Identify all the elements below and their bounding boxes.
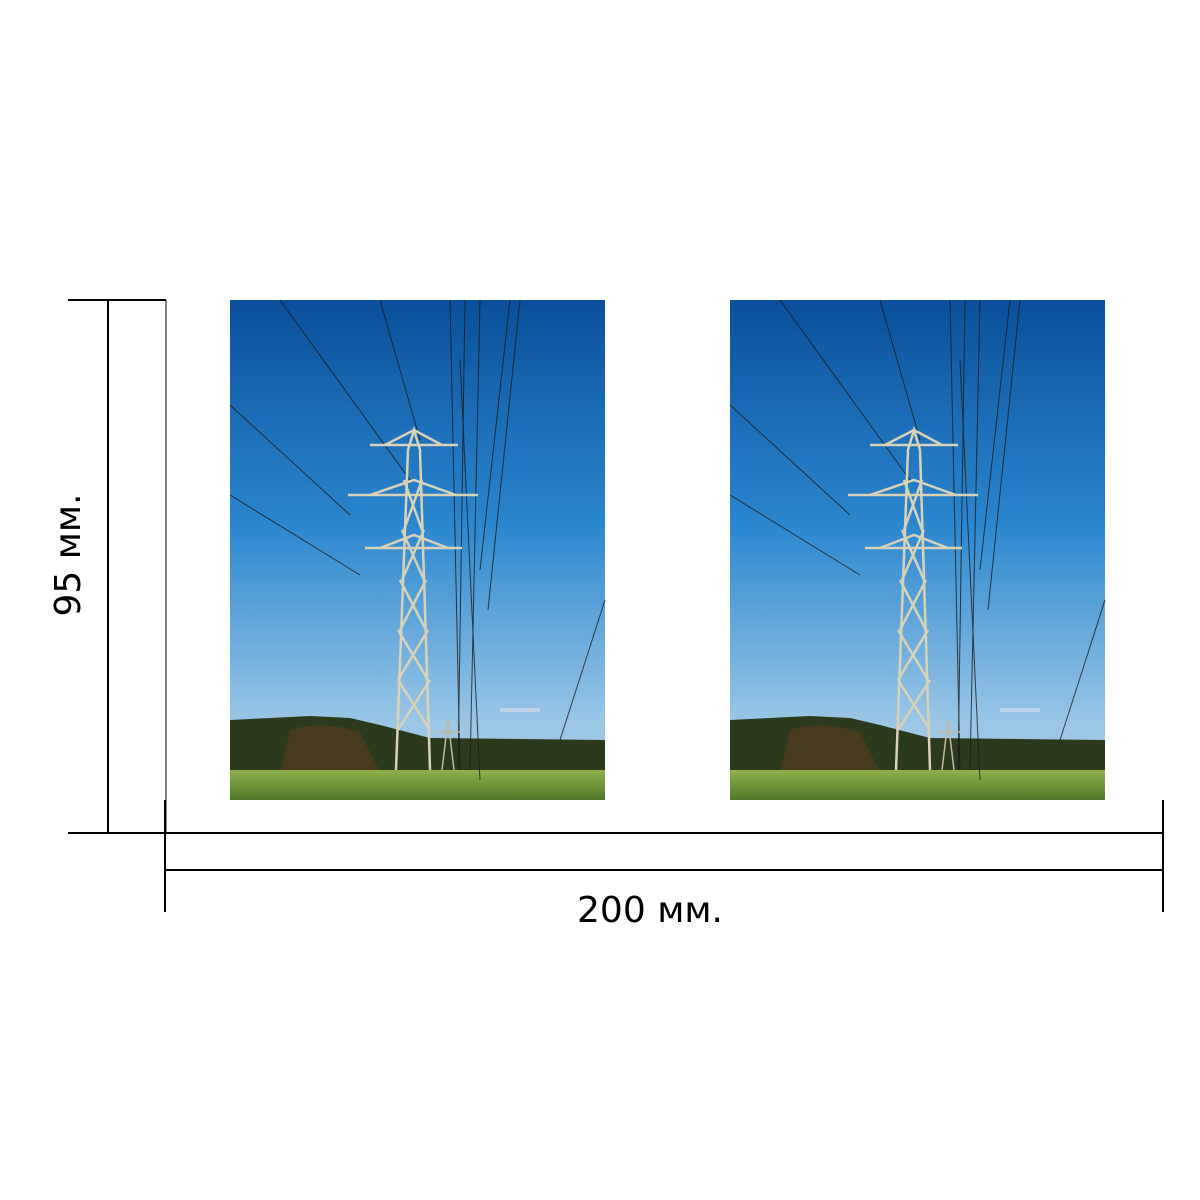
width-dimension [164,800,1164,912]
photo-left [228,298,607,802]
photo-right [728,298,1107,802]
height-dimension [68,299,167,834]
width-label: 200 мм. [577,890,723,931]
height-label: 95 мм. [48,493,89,616]
